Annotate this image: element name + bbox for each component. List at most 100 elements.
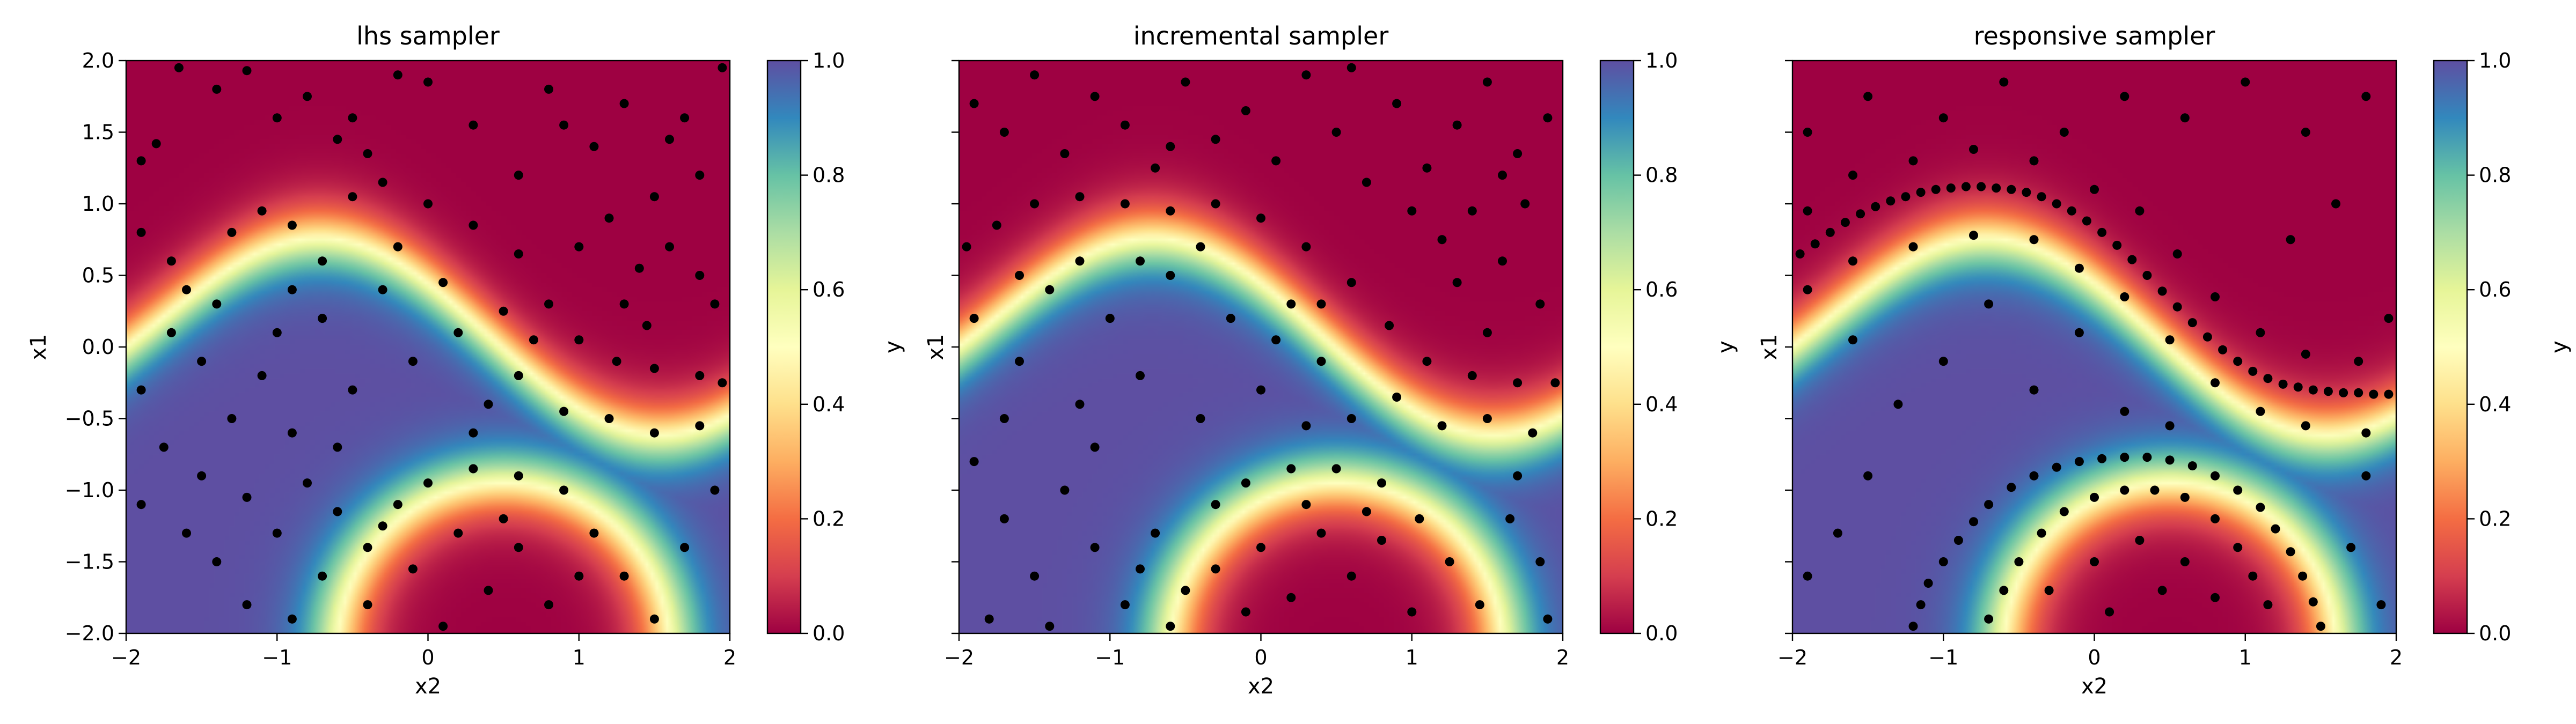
sample-point <box>1286 464 1296 474</box>
colorbar: 0.0 0.2 0.4 0.6 0.8 1.0 y <box>2433 49 2572 645</box>
sample-point <box>2067 206 2076 216</box>
sample-point <box>2029 471 2039 481</box>
sample-point <box>2029 385 2039 395</box>
sample-point <box>529 335 538 345</box>
sample-point <box>1999 586 2009 595</box>
sample-point <box>680 113 690 123</box>
colorbar-tick-label: 0.4 <box>813 393 845 416</box>
sample-point <box>619 299 629 309</box>
sample-point <box>2263 600 2273 610</box>
sample-point <box>2097 227 2107 237</box>
sample-point <box>453 328 463 337</box>
sample-point <box>2187 318 2197 328</box>
sample-point <box>1445 557 1454 566</box>
sample-point <box>1241 478 1250 488</box>
sample-point <box>1803 206 1812 216</box>
sample-point <box>1505 514 1515 523</box>
sample-point <box>2172 249 2182 258</box>
sample-point <box>2037 192 2046 202</box>
colorbar-tick-label: 0.0 <box>2479 622 2511 645</box>
colorbar-tick-label: 0.0 <box>813 622 845 645</box>
x-axis-label: x2 <box>2081 674 2107 699</box>
sample-point <box>619 99 629 108</box>
sample-point <box>1938 357 1948 366</box>
sample-point <box>2233 543 2243 552</box>
sample-point <box>197 471 207 481</box>
sample-point <box>2157 286 2167 296</box>
sample-point <box>612 357 621 366</box>
sample-point <box>212 299 222 309</box>
sample-point <box>2298 571 2308 581</box>
sample-point <box>2316 622 2325 631</box>
sample-point <box>2097 454 2107 463</box>
sample-point <box>710 299 720 309</box>
sample-point <box>514 371 523 380</box>
sample-point <box>1286 593 1296 602</box>
sample-point <box>589 528 599 538</box>
sample-point <box>2090 557 2099 566</box>
colorbar-tick-label: 0.6 <box>1645 278 1678 301</box>
sample-point <box>999 514 1009 523</box>
sample-point <box>272 113 282 123</box>
sample-point <box>1871 202 1880 211</box>
sample-point <box>604 414 614 423</box>
sample-point <box>1422 163 1432 173</box>
sample-points <box>1795 77 2394 631</box>
x-tick-label: −2 <box>944 646 974 669</box>
colorbar-tick-label: 1.0 <box>2479 49 2511 72</box>
sample-point <box>1415 514 1424 523</box>
sample-point <box>363 600 372 610</box>
sample-point <box>2120 407 2129 416</box>
sample-point <box>1984 614 1994 624</box>
sample-point <box>1181 586 1190 595</box>
sample-point <box>544 299 553 309</box>
sample-point <box>2293 382 2303 392</box>
sample-point <box>2308 385 2318 395</box>
sample-point <box>2301 421 2310 431</box>
sample-point <box>1362 507 1371 516</box>
sample-point <box>227 414 237 423</box>
sample-point <box>544 600 553 610</box>
sample-point <box>2105 607 2114 617</box>
sample-point <box>1241 607 1250 617</box>
x-tick-label: −2 <box>1777 646 1807 669</box>
sample-point <box>1977 182 1986 191</box>
sample-point <box>1346 571 1356 581</box>
y-tick-label: −2.0 <box>65 622 114 645</box>
sample-point <box>1181 77 1190 87</box>
sample-point <box>1437 235 1447 245</box>
colorbar-label: y <box>881 341 905 353</box>
sample-point <box>559 120 569 130</box>
sample-point <box>438 278 448 287</box>
sample-point <box>604 213 614 223</box>
sample-point <box>2271 524 2280 534</box>
sample-point <box>348 113 357 123</box>
sample-point <box>1060 485 1070 495</box>
sample-point <box>2218 345 2228 354</box>
colorbar: 0.0 0.2 0.4 0.6 0.8 1.0 y <box>1599 49 1738 645</box>
sample-point <box>1301 421 1311 431</box>
sample-point <box>992 220 1001 230</box>
sample-point <box>649 614 659 624</box>
sample-point <box>962 242 971 252</box>
sample-point <box>1908 156 1918 166</box>
sample-point <box>469 120 478 130</box>
sample-point <box>969 99 979 108</box>
sample-point <box>1863 92 1873 101</box>
heatmap-surface <box>1792 61 2396 633</box>
sample-point <box>1923 579 1933 588</box>
sample-point <box>1392 393 1402 402</box>
sample-point <box>378 285 387 294</box>
sample-point <box>287 614 297 624</box>
sample-point <box>2308 597 2318 607</box>
sample-point <box>1256 213 1265 223</box>
sample-point <box>1969 517 1978 527</box>
sample-point <box>999 414 1009 423</box>
sample-point <box>272 528 282 538</box>
sample-point <box>1136 256 1145 266</box>
sample-point <box>166 256 176 266</box>
sample-point <box>1316 357 1326 366</box>
sample-point <box>2127 255 2137 264</box>
sample-point <box>499 306 508 316</box>
